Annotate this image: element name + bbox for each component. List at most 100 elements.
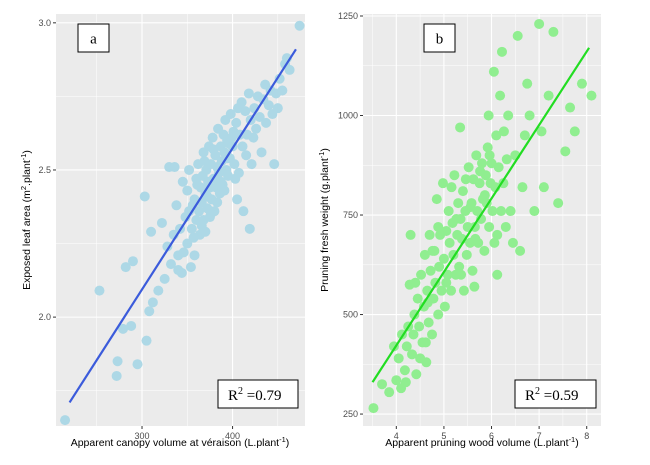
data-point — [159, 273, 170, 284]
data-point — [496, 46, 507, 57]
data-point — [408, 329, 419, 340]
data-point — [454, 261, 465, 272]
data-point — [517, 182, 528, 193]
regression-line-b — [371, 47, 591, 383]
data-point — [269, 159, 280, 170]
data-point — [492, 229, 503, 240]
data-point — [237, 141, 248, 152]
x-axis-title-a: Apparent canopy volume at véraison (L.pl… — [71, 435, 290, 449]
data-point — [410, 277, 421, 288]
data-point — [208, 144, 219, 155]
panel-a: 2.0 2.5 3.0 300 400 a R2 =0.79 Apparent can… — [19, 14, 305, 449]
data-point — [434, 261, 445, 272]
x-tick-label: 7 — [537, 431, 542, 441]
data-point — [560, 146, 571, 157]
data-point — [225, 109, 236, 120]
data-point — [441, 225, 452, 236]
data-point — [524, 110, 535, 121]
data-point — [451, 214, 462, 225]
data-point — [182, 185, 193, 196]
data-point — [207, 132, 218, 143]
y-tick-label: 500 — [343, 310, 358, 320]
data-point — [391, 375, 402, 386]
data-point — [284, 64, 295, 75]
data-point — [449, 170, 460, 181]
data-point — [505, 206, 516, 217]
data-point — [519, 130, 530, 141]
data-point — [118, 323, 129, 334]
data-point — [515, 245, 526, 256]
data-point — [153, 285, 164, 296]
data-point — [243, 88, 254, 99]
x-tick-label: 6 — [489, 431, 494, 441]
data-point — [182, 238, 193, 249]
data-point — [548, 26, 559, 37]
data-point — [463, 162, 474, 173]
data-point — [500, 221, 511, 232]
data-point — [416, 269, 427, 280]
data-point — [192, 179, 203, 190]
data-point — [194, 206, 205, 217]
data-point — [484, 150, 495, 161]
data-point — [419, 249, 430, 260]
data-point — [230, 173, 241, 184]
data-point — [475, 166, 486, 177]
y-tick-label: 1000 — [338, 111, 358, 121]
data-point — [94, 285, 105, 296]
data-point — [399, 365, 410, 376]
data-point — [444, 237, 455, 248]
data-point — [586, 90, 597, 101]
data-point — [401, 341, 412, 352]
data-point — [441, 277, 452, 288]
data-point — [184, 164, 195, 175]
data-point — [405, 229, 416, 240]
panel-label-box-b: b — [423, 23, 456, 53]
data-point — [471, 150, 482, 161]
data-point — [120, 262, 131, 273]
data-point — [178, 247, 189, 258]
data-point — [492, 269, 503, 280]
data-point — [433, 221, 444, 232]
data-point — [534, 18, 545, 29]
data-point — [251, 123, 262, 134]
data-point — [456, 269, 467, 280]
data-point — [446, 285, 457, 296]
data-point — [414, 321, 425, 332]
data-point — [412, 293, 423, 304]
data-point — [272, 103, 283, 114]
data-point — [199, 156, 210, 167]
data-point — [244, 223, 255, 234]
data-point — [393, 353, 404, 364]
data-point — [147, 297, 158, 308]
data-point — [141, 335, 152, 346]
data-point — [487, 206, 498, 217]
data-point — [111, 370, 122, 381]
data-point — [479, 190, 490, 201]
data-point — [437, 178, 448, 189]
data-point — [219, 185, 230, 196]
data-point — [470, 233, 481, 244]
data-point — [431, 194, 442, 205]
data-point — [489, 237, 500, 248]
y-tick-label: 1250 — [338, 11, 358, 21]
data-point — [507, 237, 518, 248]
data-point — [482, 142, 493, 153]
data-point — [368, 403, 379, 414]
r2-box-a: R2 =0.79 — [217, 379, 299, 409]
panel-label-a: a — [90, 32, 97, 48]
data-point — [261, 117, 272, 128]
x-tick-label: 300 — [135, 431, 150, 441]
data-point — [484, 221, 495, 232]
data-point — [60, 415, 71, 426]
data-point — [427, 245, 438, 256]
data-point — [446, 182, 457, 193]
data-point — [185, 262, 196, 273]
data-point — [465, 202, 476, 213]
data-point — [512, 30, 523, 41]
data-point — [231, 117, 242, 128]
data-point — [491, 130, 502, 141]
data-point — [522, 78, 533, 89]
data-point — [294, 20, 305, 31]
y-tick-label: 2.0 — [38, 312, 51, 322]
data-point — [256, 147, 267, 158]
